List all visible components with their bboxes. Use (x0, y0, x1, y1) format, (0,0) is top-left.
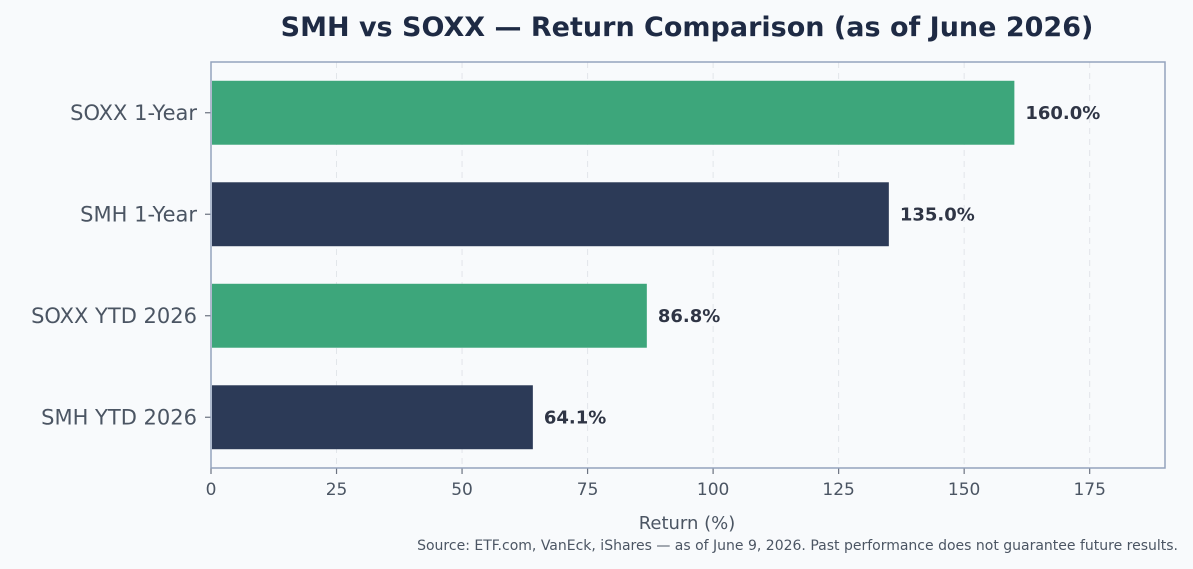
bar (212, 385, 533, 450)
data-label: 135.0% (900, 204, 975, 225)
chart-title: SMH vs SOXX — Return Comparison (as of J… (281, 12, 1094, 43)
x-axis-ticks: 0 25 50 75 100 125 150 175 (206, 468, 1106, 500)
category-label: SOXX 1-Year (70, 101, 197, 125)
x-tick-label: 25 (326, 480, 348, 500)
x-tick-label: 175 (1073, 480, 1105, 500)
bar (212, 182, 889, 247)
x-axis-label: Return (%) (639, 513, 736, 534)
category-label: SOXX YTD 2026 (31, 304, 197, 328)
x-tick-label: 150 (948, 480, 980, 500)
x-tick-label: 50 (451, 480, 473, 500)
data-labels: 160.0% 135.0% 86.8% 64.1% (544, 103, 1101, 429)
x-tick-label: 0 (206, 480, 217, 500)
plot-frame (210, 61, 1166, 469)
bars (212, 80, 1015, 450)
x-tick-label: 100 (697, 480, 729, 500)
data-label: 64.1% (544, 407, 606, 428)
data-label: 160.0% (1025, 103, 1100, 124)
bar (212, 80, 1015, 145)
source-note: Source: ETF.com, VanEck, iShares — as of… (417, 538, 1178, 554)
x-tick-label: 125 (822, 480, 854, 500)
bar (212, 283, 647, 348)
category-labels: SOXX 1-Year SMH 1-Year SOXX YTD 2026 SMH YT… (31, 101, 211, 429)
category-label: SMH 1-Year (80, 202, 197, 226)
category-label: SMH YTD 2026 (41, 405, 197, 429)
x-tick-label: 75 (577, 480, 599, 500)
data-label: 86.8% (658, 306, 720, 327)
